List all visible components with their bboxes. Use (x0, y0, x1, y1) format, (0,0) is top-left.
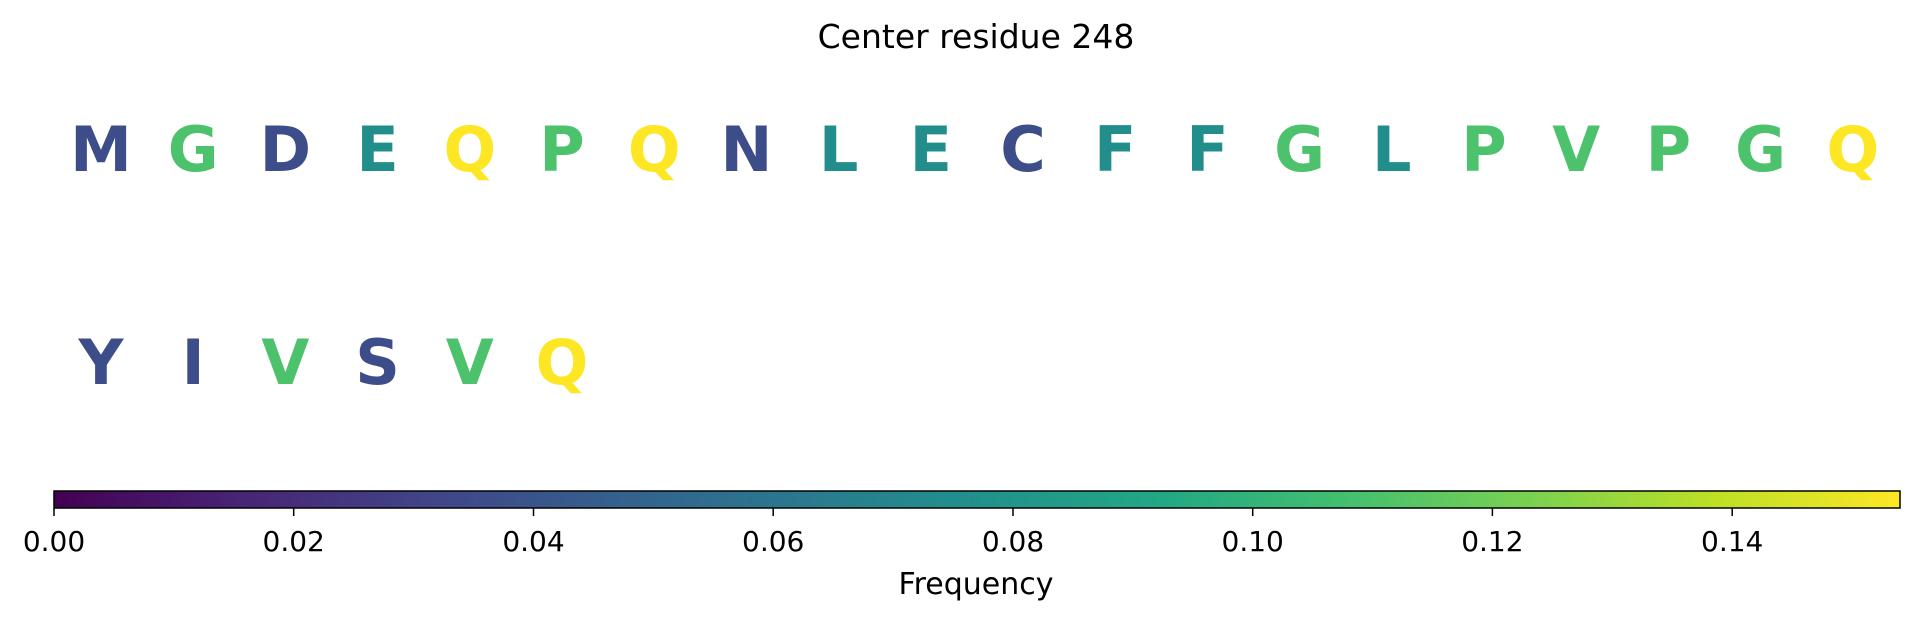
colorbar-ticks: 0.00 0.02 0.04 0.06 0.08 0.10 0.12 0.14 (23, 508, 1763, 558)
colorbar-tick-label: 0.08 (982, 525, 1044, 558)
residue-letter: D (260, 113, 311, 186)
colorbar-tick-label: 0.00 (23, 525, 85, 558)
residue-letter: P (1646, 113, 1691, 186)
residue-letter: V (1552, 113, 1600, 186)
residue-letter: V (261, 326, 309, 399)
colorbar-tick-label: 0.12 (1461, 525, 1523, 558)
residue-letter: E (910, 113, 952, 186)
colorbar-tick-label: 0.14 (1701, 525, 1763, 558)
residue-grid: M G D E Q P Q N L E C F F G L P V P G QY I V S V Q (70, 113, 1879, 399)
residue-letter: G (1735, 113, 1786, 186)
residue-letter: Q (443, 113, 496, 186)
residue-letter: Y (78, 326, 125, 399)
residue-letter: F (1094, 113, 1136, 186)
residue-letter: I (182, 326, 205, 399)
residue-letter: S (355, 326, 400, 399)
residue-letter: Q (536, 326, 589, 399)
residue-letter: G (168, 113, 219, 186)
colorbar-tick-label: 0.06 (742, 525, 804, 558)
residue-letter: F (1186, 113, 1228, 186)
residue-letter: V (446, 326, 494, 399)
residue-letter: M (70, 113, 132, 186)
residue-letter: E (356, 113, 398, 186)
colorbar-tick-label: 0.10 (1222, 525, 1284, 558)
residue-letter: P (1461, 113, 1506, 186)
residue-letter: Q (1826, 113, 1879, 186)
residue-letter: P (539, 113, 584, 186)
residue-letter: L (1372, 113, 1412, 186)
chart-title: Center residue 248 (818, 17, 1135, 56)
residue-letter: N (720, 113, 772, 186)
residue-letter: Q (628, 113, 681, 186)
colorbar-label: Frequency (899, 567, 1054, 602)
colorbar-tick-label: 0.02 (263, 525, 325, 558)
residue-letter: G (1274, 113, 1325, 186)
residue-letter: C (1000, 113, 1046, 186)
colorbar (53, 490, 1901, 509)
colorbar-tick-label: 0.04 (502, 525, 564, 558)
residue-letter: L (819, 113, 859, 186)
